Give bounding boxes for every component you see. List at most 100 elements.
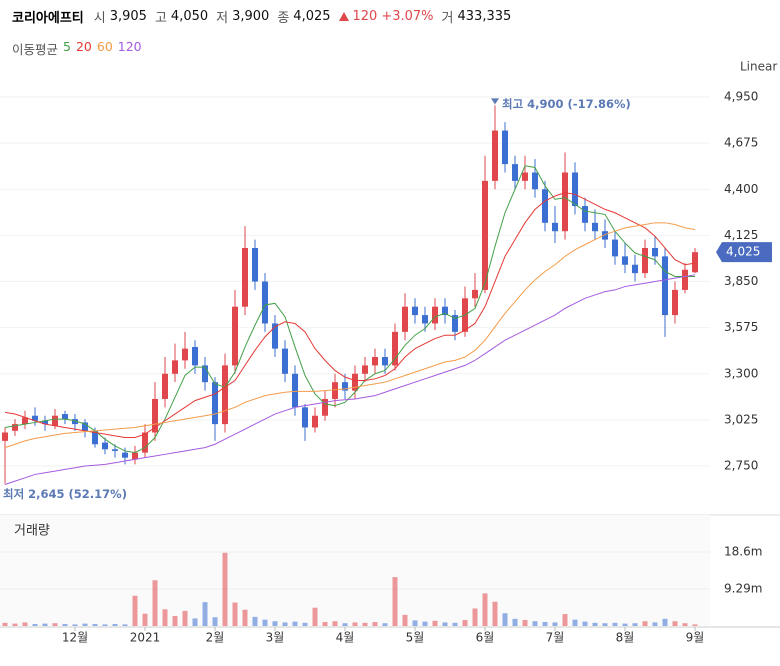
volume-bar [222,552,228,626]
low-marker-text: 최저 2,645 (52.17%) [3,487,127,501]
stat-label: 저 [216,11,229,26]
y-tick-label: 3,025 [724,412,758,426]
volume-bar [392,577,398,626]
x-tick-label: 6월 [476,631,495,645]
volume-bar [612,622,618,626]
volume-bar [172,616,178,626]
candle-body [442,306,448,316]
candle-body [302,407,308,428]
y-tick-label: 3,575 [724,320,758,334]
y-tick-label: 4,400 [724,182,758,196]
candle-body [512,164,518,181]
candle-body [352,373,358,391]
volume-bar [12,623,18,626]
stock-name: 코리아에프티 [12,11,84,26]
volume-bar [662,618,668,626]
volume-bar [62,624,68,626]
volume-bar [372,622,378,626]
candle-body [192,346,198,366]
volume-bar [422,621,428,626]
volume-bar [142,613,148,626]
candle-body [662,256,668,316]
x-tick-label: 4월 [336,631,355,645]
candle-body [542,189,548,223]
candle-body [432,306,438,324]
volume-bar [672,621,678,626]
volume-bar [292,621,298,626]
candle-body [182,348,188,361]
stat-value: 4,025 [293,9,331,24]
volume-bar [82,623,88,626]
volume-bar [512,618,518,626]
volume-bar [2,622,8,626]
volume-bar [412,620,418,626]
change-pct: +3.07% [381,9,434,24]
volume-bar [322,622,328,626]
ma-line [4,192,696,439]
stat-value: 3,905 [109,9,147,24]
volume-bar [362,622,368,626]
volume-bar [102,624,108,626]
volume-bar [32,624,38,626]
volume-bar [592,622,598,626]
header: 코리아에프티 시 3,905 고 4,050 저 3,900 종 4,025 120 +3.07% 거… [12,7,515,26]
candle-body [132,452,138,460]
x-tick-label: 2021 [130,631,161,645]
volume-bar [72,624,78,626]
candle-body [222,365,228,425]
candle-body [392,331,398,366]
candle-body [202,365,208,383]
candle-body [602,231,608,240]
ma-title: 이동평균 [12,42,59,57]
volume-bar [472,608,478,626]
volume-label: 거 [441,11,454,26]
ma-legend-item: 60 [96,39,113,54]
change: 120 [352,9,378,24]
volume-bar [382,623,388,626]
volume-bar [112,624,118,626]
volume-bar [502,613,508,626]
candle-body [412,306,418,316]
volume-bar [622,623,628,626]
volume-bar [132,595,138,626]
last-price-label: 4,025 [726,245,760,259]
volume-bar [402,614,408,626]
candle-body [172,360,178,374]
volume-bar [632,623,638,626]
x-tick-label: 2월 [206,631,225,645]
ma-legend-item: 5 [63,39,71,54]
candle-body [52,415,58,426]
last-price-tag [716,242,772,263]
volume-bar [582,621,588,626]
volume-bar [232,602,238,626]
volume-bar [652,622,658,626]
candle-body [212,382,218,425]
candle-body [422,315,428,324]
volume-bar [92,624,98,626]
candle-body [142,432,148,453]
candle-body [502,130,508,165]
x-tick-label: 9월 [686,631,705,645]
candle-body [272,323,278,349]
candle-body [402,306,408,332]
candle-body [592,222,598,232]
volume-bar [602,623,608,626]
candle-body [582,206,588,223]
y-tick-label: 3,300 [724,366,758,380]
volume-bar [552,622,558,626]
y-tick-label: 4,125 [724,228,758,242]
volume-bar [162,609,168,626]
candle-body [32,415,38,421]
candle-body [152,398,158,433]
candle-body [322,398,328,416]
candle-body [82,422,88,431]
candle-body [62,414,68,420]
stat-label: 종 [277,11,290,26]
candle-body [262,281,268,324]
volume-bar [22,622,28,626]
candle-body [282,348,288,374]
candle-body [372,357,378,366]
candle-body [562,172,568,232]
ma-line [4,165,695,454]
